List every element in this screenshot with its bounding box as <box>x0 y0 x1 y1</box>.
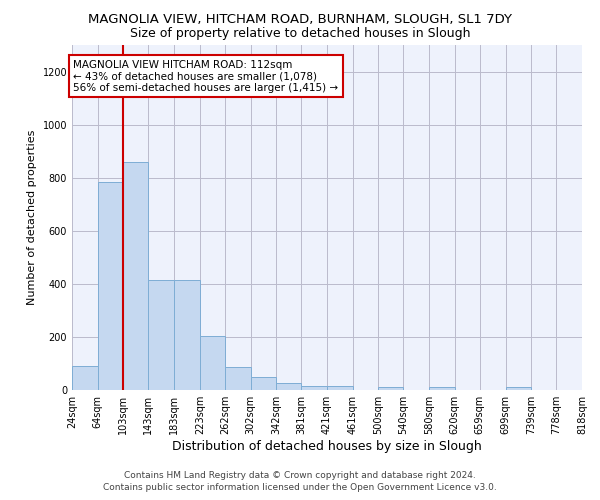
Text: Contains HM Land Registry data © Crown copyright and database right 2024.
Contai: Contains HM Land Registry data © Crown c… <box>103 471 497 492</box>
Bar <box>276 384 301 390</box>
Bar <box>506 388 531 390</box>
X-axis label: Distribution of detached houses by size in Slough: Distribution of detached houses by size … <box>172 440 482 453</box>
Bar <box>225 368 251 390</box>
Bar <box>123 162 148 390</box>
Bar <box>378 388 403 390</box>
Bar <box>327 386 353 390</box>
Text: Size of property relative to detached houses in Slough: Size of property relative to detached ho… <box>130 28 470 40</box>
Bar <box>251 376 276 390</box>
Bar <box>174 280 200 390</box>
Bar <box>98 182 123 390</box>
Bar <box>200 336 225 390</box>
Bar <box>148 280 174 390</box>
Text: MAGNOLIA VIEW, HITCHAM ROAD, BURNHAM, SLOUGH, SL1 7DY: MAGNOLIA VIEW, HITCHAM ROAD, BURNHAM, SL… <box>88 12 512 26</box>
Text: MAGNOLIA VIEW HITCHAM ROAD: 112sqm
← 43% of detached houses are smaller (1,078)
: MAGNOLIA VIEW HITCHAM ROAD: 112sqm ← 43%… <box>73 60 338 93</box>
Bar <box>301 386 327 390</box>
Y-axis label: Number of detached properties: Number of detached properties <box>27 130 37 305</box>
Bar <box>72 366 98 390</box>
Bar <box>429 388 455 390</box>
